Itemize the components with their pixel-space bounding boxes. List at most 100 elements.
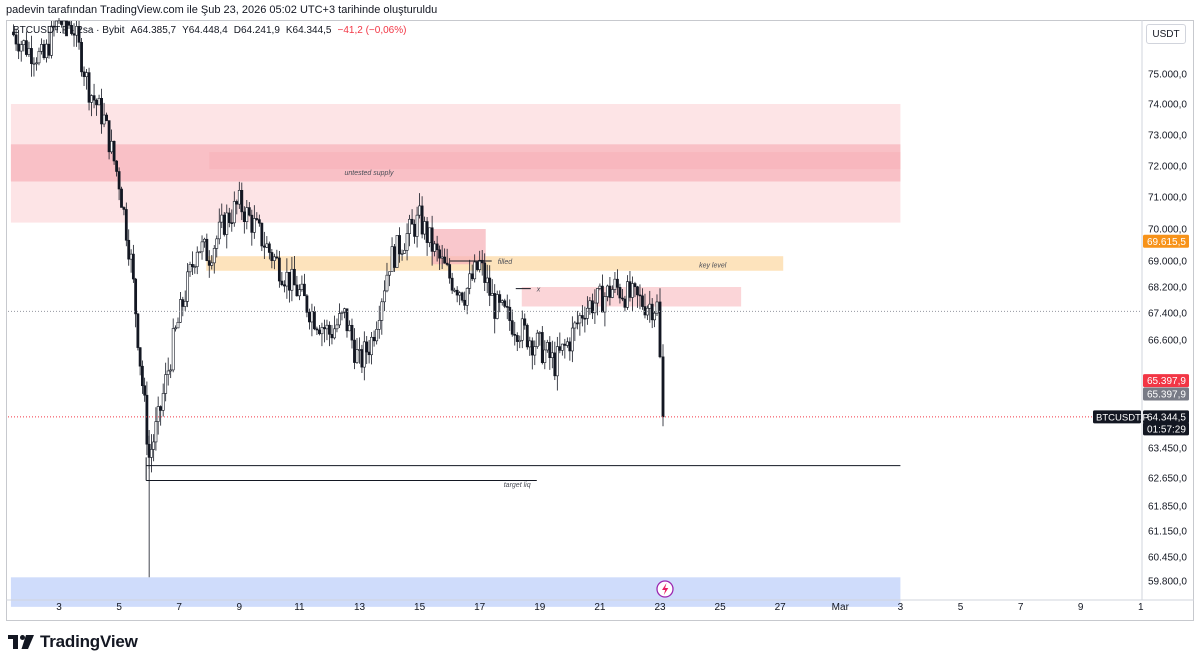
candle-bull — [611, 289, 614, 298]
candle-bear — [222, 214, 226, 235]
zone-rect — [206, 256, 784, 271]
candle-bull — [380, 301, 384, 321]
candle-bear — [280, 280, 284, 286]
candle-bull — [90, 95, 93, 103]
candle-bear — [398, 235, 401, 255]
candle-bull — [297, 289, 301, 297]
candle-bear — [30, 48, 33, 64]
candle-bull — [458, 292, 462, 296]
candle-bull — [588, 300, 592, 309]
candle-bear — [240, 190, 244, 213]
chart-header-caption: padevin tarafından TradingView.com ile Ş… — [6, 4, 438, 16]
candle-bull — [193, 266, 197, 268]
currency-button[interactable]: USDT — [1146, 24, 1186, 44]
y-tick-label: 61.850,0 — [1148, 502, 1187, 513]
candle-bear — [262, 245, 266, 248]
candle-bull — [358, 349, 361, 351]
candle-bear — [328, 324, 331, 335]
candle-bull — [370, 336, 373, 356]
candle-bear — [112, 140, 116, 162]
candle-bull — [245, 207, 249, 222]
x-tick-label: 17 — [474, 602, 486, 613]
candle-bull — [150, 449, 153, 458]
y-tick-label: 62.650,0 — [1148, 474, 1187, 485]
candle-bull — [183, 301, 187, 307]
candle-bear — [275, 256, 279, 259]
candle-bear — [480, 259, 484, 264]
candle-bull — [473, 261, 477, 280]
candle-bear — [308, 312, 311, 323]
y-tick-label: 67.400,0 — [1148, 309, 1187, 320]
price-label-bg — [1143, 410, 1189, 424]
candle-bear — [505, 306, 509, 308]
candle-bull — [225, 212, 229, 235]
candle-bear — [638, 294, 642, 297]
candle-bull — [528, 340, 532, 348]
symbol-tag-bg — [1093, 410, 1141, 424]
candle-bear — [515, 335, 519, 342]
x-tick-label: 23 — [654, 602, 666, 613]
y-tick-label: 60.450,0 — [1148, 553, 1187, 564]
candle-bear — [303, 283, 306, 297]
candle-bull — [156, 406, 160, 422]
candle-bull — [50, 25, 53, 56]
candle-bear — [513, 333, 517, 336]
candle-bear — [330, 334, 334, 339]
candle-bull — [423, 221, 427, 235]
candle-bear — [77, 26, 81, 43]
annotation-label: filled — [498, 259, 514, 266]
y-tick-label: 73.000,0 — [1148, 131, 1187, 142]
candle-bull — [648, 303, 652, 309]
candle-bear — [145, 394, 149, 445]
candle-bear — [353, 339, 356, 363]
candle-bear — [503, 300, 507, 307]
candle-bear — [115, 160, 118, 172]
candle-bear — [633, 283, 637, 288]
candle-bull — [335, 324, 339, 330]
lightning-icon[interactable] — [656, 580, 674, 598]
legend-close: K64.344,5 — [285, 25, 332, 36]
candle-bear — [450, 277, 454, 291]
x-tick-label: 5 — [958, 602, 964, 613]
candle-bull — [653, 312, 656, 321]
candle-bear — [420, 205, 424, 235]
candle-bear — [24, 40, 28, 55]
candle-bull — [385, 274, 389, 292]
candle-bull — [390, 246, 394, 273]
y-tick-label: 59.800,0 — [1148, 577, 1187, 588]
candle-bull — [217, 221, 221, 240]
candle-bear — [127, 239, 131, 260]
candle-bear — [205, 238, 209, 261]
candle-bull — [340, 311, 344, 314]
tradingview-logo[interactable]: TradingView — [8, 632, 138, 652]
candle-bull — [200, 241, 204, 253]
price-axis: 75.000,0 74.000,0 73.000,0 72.000,0 71.000,0… — [1148, 70, 1187, 588]
legend-change: −41,2 (−0,06%) — [337, 25, 407, 36]
candle-bear — [350, 324, 354, 341]
candle-bull — [220, 214, 224, 223]
candle-bull — [603, 296, 607, 313]
y-tick-label: 75.000,0 — [1148, 70, 1187, 81]
legend-symbol[interactable]: BTCUSDT.P · 2sa · Bybit — [13, 25, 125, 36]
candle-bear — [488, 277, 492, 296]
x-tick-label: 1 — [1138, 602, 1144, 613]
price-label-text: 69.615,5 — [1147, 237, 1186, 248]
price-label-bg — [1143, 234, 1189, 248]
candle-bear — [583, 317, 587, 320]
candle-bull — [375, 328, 379, 342]
candle-bear — [80, 42, 83, 73]
candle-bull — [550, 352, 554, 359]
candle-bear — [100, 98, 103, 125]
candle-bear — [367, 351, 371, 356]
candle-bear — [530, 340, 534, 356]
candle-bull — [32, 62, 36, 65]
candle-bear — [601, 285, 604, 313]
candle-bear — [475, 261, 479, 270]
candle-bear — [323, 327, 326, 330]
x-tick-label: 13 — [354, 602, 366, 613]
candle-bull — [573, 322, 577, 329]
price-label-text: 64.344,5 — [1147, 412, 1186, 423]
candle-bear — [443, 256, 447, 264]
candle-bear — [67, 21, 71, 26]
